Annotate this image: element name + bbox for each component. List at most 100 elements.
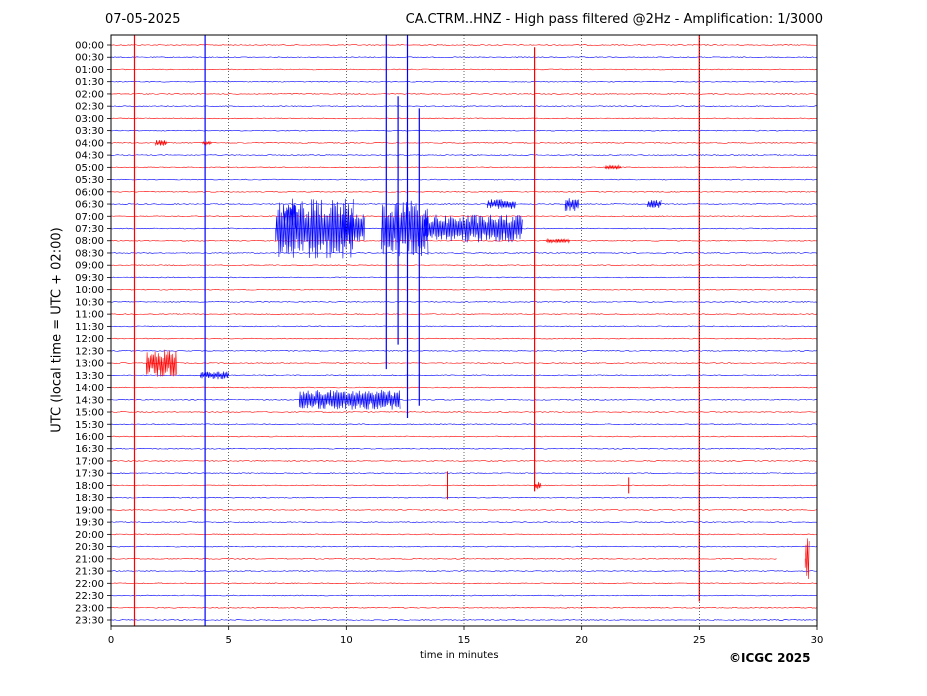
plot-frame	[110, 34, 818, 627]
y-tick-label: 23:00	[75, 603, 104, 614]
x-tick-label: 10	[340, 635, 353, 646]
y-tick-label: 18:30	[75, 493, 104, 504]
trace-row-0930	[110, 276, 818, 279]
y-tick-label: 15:00	[75, 408, 104, 419]
trace-row-2230	[110, 594, 818, 597]
trace-row-1600	[110, 435, 818, 438]
y-tick-label: 05:00	[75, 163, 104, 174]
trace-row-0130	[110, 80, 818, 83]
event-burst	[202, 140, 212, 146]
x-tick-labels: 0 5 10 15 20 25 30	[108, 626, 824, 646]
event-burst	[299, 389, 401, 410]
seismic-events	[133, 35, 810, 626]
event-burst	[564, 198, 580, 212]
y-tick-label: 11:00	[75, 310, 104, 321]
y-tick-label: 10:30	[75, 297, 104, 308]
y-tick-label: 04:00	[75, 138, 104, 149]
y-tick-label: 13:00	[75, 359, 104, 370]
trace-row-1500	[110, 411, 818, 413]
y-tick-label: 23:30	[75, 616, 104, 627]
y-tick-label: 07:00	[75, 212, 104, 223]
trace-row-2030	[110, 545, 818, 548]
trace-row-2330	[110, 619, 818, 621]
y-tick-label: 12:30	[75, 346, 104, 357]
y-tick-label: 21:30	[75, 567, 104, 578]
y-tick-label: 06:30	[75, 200, 104, 211]
trace-row-2000	[110, 533, 818, 536]
y-tick-label: 01:00	[75, 65, 104, 76]
trace-row-2130	[110, 570, 818, 572]
y-tick-label: 03:00	[75, 114, 104, 125]
x-tick-label: 5	[225, 635, 231, 646]
y-tick-label: 12:00	[75, 334, 104, 345]
y-tick-label: 20:00	[75, 530, 104, 541]
copyright-credit: ©ICGC 2025	[729, 651, 811, 665]
y-tick-label: 08:30	[75, 248, 104, 259]
y-tick-label: 02:00	[75, 89, 104, 100]
x-tick-label: 30	[811, 635, 824, 646]
y-tick-label: 21:00	[75, 554, 104, 565]
trace-row-0300	[110, 117, 818, 120]
event-burst	[604, 164, 622, 170]
y-tick-label: 06:00	[75, 187, 104, 198]
chart-title: CA.CTRM..HNZ - High pass filtered @2Hz -…	[405, 12, 823, 27]
y-tick-label: 09:30	[75, 273, 104, 284]
x-tick-label: 0	[108, 635, 114, 646]
y-tick-label: 02:30	[75, 102, 104, 113]
y-tick-label: 15:30	[75, 420, 104, 431]
event-burst	[647, 200, 662, 208]
y-tick-label: 10:00	[75, 285, 104, 296]
y-tick-label: 14:00	[75, 383, 104, 394]
trace-row-0230	[110, 105, 818, 107]
trace-row-2100	[110, 558, 777, 560]
y-tick-label: 22:00	[75, 579, 104, 590]
y-tick-label: 11:30	[75, 322, 104, 333]
event-burst	[534, 481, 542, 490]
event-burst	[381, 200, 429, 257]
y-tick-label: 17:30	[75, 469, 104, 480]
y-tick-label: 19:00	[75, 505, 104, 516]
event-burst	[546, 237, 570, 244]
trace-row-0900	[110, 264, 818, 266]
trace-row-1000	[110, 288, 818, 291]
event-burst	[487, 199, 516, 210]
event-burst	[423, 214, 523, 243]
event-burst	[275, 198, 354, 259]
vertical-gridlines	[228, 35, 700, 626]
trace-row-1430	[110, 399, 818, 401]
event-burst	[804, 538, 810, 580]
y-tick-label: 20:30	[75, 542, 104, 553]
y-tick-label: 16:30	[75, 444, 104, 455]
y-tick-label: 07:30	[75, 224, 104, 235]
y-tick-label: 14:30	[75, 395, 104, 406]
event-burst	[155, 140, 168, 146]
y-tick-label: 17:00	[75, 456, 104, 467]
trace-row-0830	[110, 252, 818, 254]
y-tick-label: 13:30	[75, 371, 104, 382]
y-tick-label: 19:30	[75, 518, 104, 529]
y-tick-label: 22:30	[75, 591, 104, 602]
y-tick-label: 01:30	[75, 77, 104, 88]
y-tick-label: 00:30	[75, 53, 104, 64]
y-tick-label: 00:00	[75, 41, 104, 52]
y-tick-label: 18:00	[75, 481, 104, 492]
y-tick-label: 09:00	[75, 261, 104, 272]
trace-row-0200	[110, 93, 818, 95]
chart-date: 07-05-2025	[105, 12, 181, 27]
y-tick-label: 03:30	[75, 126, 104, 137]
trace-row-1530	[110, 423, 818, 426]
trace-row-2200	[110, 582, 818, 585]
y-tick-label: 16:00	[75, 432, 104, 443]
x-tick-label: 15	[458, 635, 471, 646]
y-axis-label: UTC (local time = UTC + 02:00)	[49, 227, 65, 433]
trace-row-0100	[110, 68, 818, 71]
y-tick-label: 05:30	[75, 175, 104, 186]
event-burst	[341, 212, 366, 243]
x-axis-label: time in minutes	[420, 650, 499, 661]
y-tick-label: 04:30	[75, 151, 104, 162]
trace-row-0800	[110, 239, 818, 242]
x-tick-label: 25	[693, 635, 706, 646]
event-burst	[200, 371, 229, 380]
y-tick-label: 08:00	[75, 236, 104, 247]
